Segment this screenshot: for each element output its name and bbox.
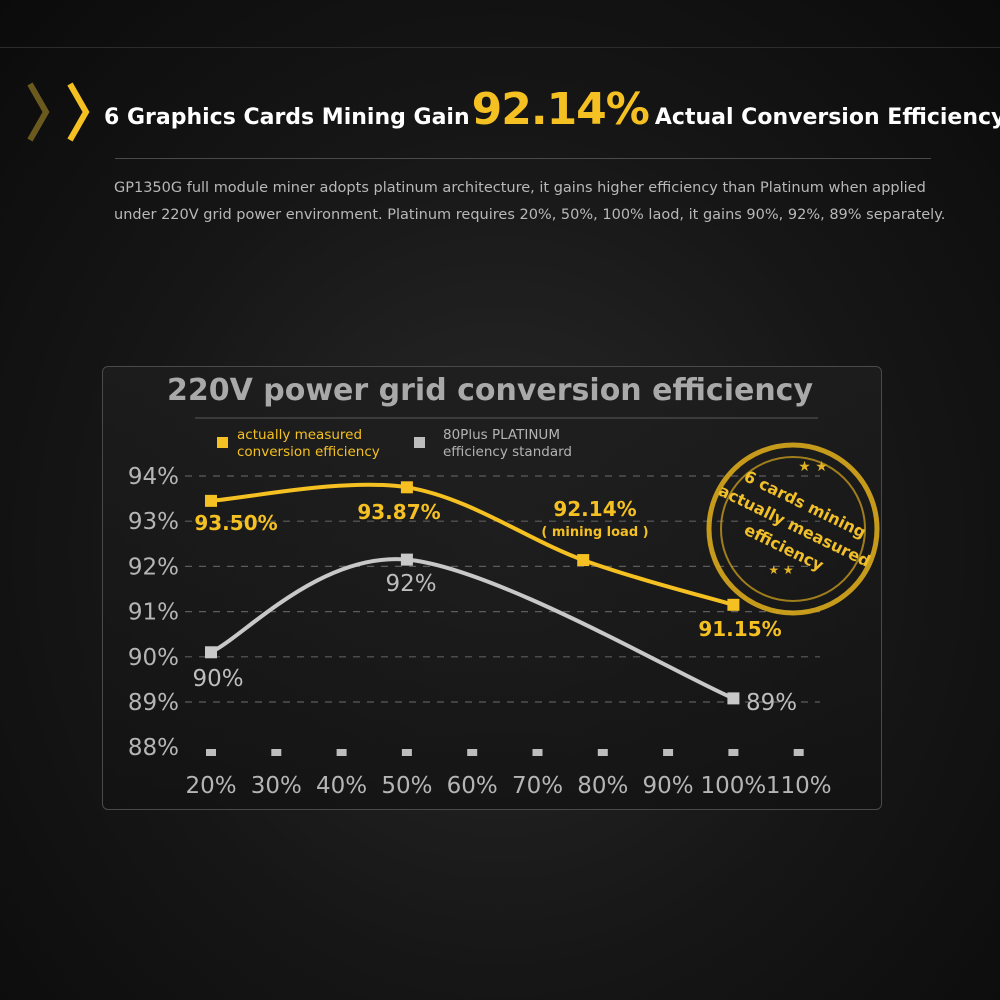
x-tick-label: 80% [577,773,628,799]
x-tick-marker [793,749,804,756]
data-label-measured: 93.50% [194,511,277,535]
page-title: 6 Graphics Cards Mining Gain92.14% Actual… [104,84,1000,135]
legend-marker-measured [217,437,228,448]
y-tick-label: 89% [128,690,179,716]
data-label-standard: 89% [746,690,797,716]
data-point-measured [205,494,217,507]
top-divider [0,47,1000,48]
data-point-standard [400,553,413,566]
legend-label-standard-1: 80Plus PLATINUM [443,427,560,443]
series-line-measured [209,482,736,607]
x-tick-label: 60% [447,773,498,799]
chevron-right-icon [27,82,90,142]
x-tick-marker [728,749,739,756]
data-label-standard: 92% [385,571,436,597]
data-point-measured [400,481,413,494]
x-tick-marker [663,749,674,756]
x-tick-label: 110% [766,773,832,799]
series-line-standard [209,557,736,701]
x-tick-marker [206,749,216,756]
title-divider [115,158,931,159]
star-icon: ★ ★ [768,563,793,577]
y-tick-label: 91% [128,600,179,626]
data-point-measured [577,554,590,567]
badge-inner-ring [720,456,866,602]
data-label-standard: 90% [192,666,243,692]
x-tick-marker [401,749,412,756]
x-tick-marker [532,749,543,756]
badge-outer-ring [706,442,880,616]
legend-marker-standard [414,437,425,448]
x-tick-label: 20% [185,773,236,799]
data-point-standard [727,692,740,705]
x-tick-marker [597,749,608,756]
legend-label-measured-1: actually measured [237,427,362,443]
x-tick-label: 100% [701,773,767,799]
description-text: GP1350G full module miner adopts platinu… [114,180,946,223]
data-point-measured [727,598,740,611]
y-tick-label: 93% [128,509,179,535]
y-tick-label: 90% [128,645,179,671]
x-tick-label: 70% [512,773,563,799]
data-note-mining-load: ( mining load ) [541,525,648,540]
chart-title: 220V power grid conversion efficiency [167,373,813,408]
x-tick-label: 40% [316,773,367,799]
x-tick-marker [271,749,282,756]
star-icon: ★ ★ [798,459,828,475]
title-suffix: Actual Conversion Efficiency [654,105,1000,130]
data-label-measured: 93.87% [357,500,440,524]
x-tick-label: 30% [251,773,302,799]
x-tick-label: 50% [381,773,432,799]
x-tick-marker [467,749,478,756]
legend-label-measured-2: conversion efficiency [237,444,380,460]
y-tick-label: 92% [128,554,179,580]
x-tick-marker [336,749,347,756]
title-highlight: 92.14% [471,84,650,135]
y-tick-label: 88% [128,735,179,761]
data-label-measured: 91.15% [698,617,781,641]
title-prefix: 6 Graphics Cards Mining Gain [104,105,470,130]
legend-label-standard-2: efficiency standard [443,444,572,460]
data-point-standard [205,646,217,659]
y-tick-label: 94% [128,464,179,490]
x-tick-label: 90% [643,773,694,799]
data-label-measured: 92.14% [553,497,636,521]
